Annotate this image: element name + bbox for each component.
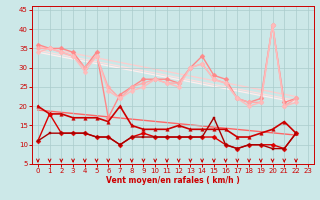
X-axis label: Vent moyen/en rafales ( km/h ): Vent moyen/en rafales ( km/h ) [106, 176, 240, 185]
